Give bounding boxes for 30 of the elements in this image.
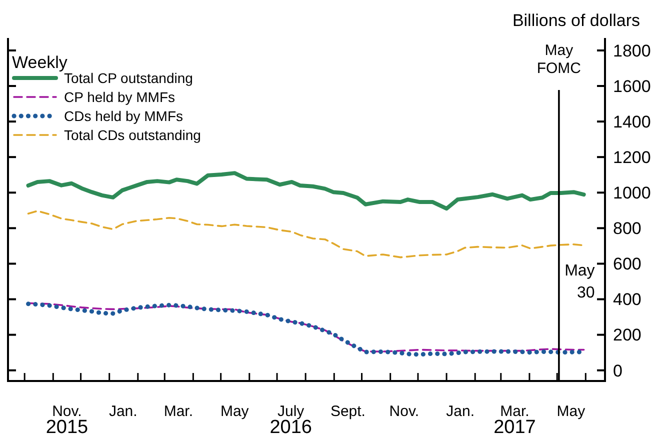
y-tick-label: 200: [613, 326, 642, 345]
x-tick-label: July 2016: [270, 403, 312, 437]
x-tick-label: Jan.: [108, 403, 138, 420]
x-tick-label: May: [556, 403, 586, 420]
y-tick-label: 1400: [613, 112, 651, 132]
legend-title: Weekly: [12, 53, 68, 72]
annotation: May 30: [564, 262, 595, 302]
y-tick-label: 0: [613, 361, 622, 380]
x-tick-label: Nov. 2015: [46, 403, 88, 437]
line-series: [26, 171, 586, 211]
x-tick-label: Nov.: [389, 403, 420, 420]
x-tick-label: Sept.: [330, 403, 366, 420]
y-tick-label: 1200: [613, 148, 651, 168]
y-tick-label: 1800: [613, 41, 651, 60]
legend-label: CP held by MMFs: [64, 88, 175, 105]
legend-label: Total CP outstanding: [64, 70, 193, 86]
y-tick-label: 800: [613, 219, 642, 238]
x-tick-label: May: [220, 403, 250, 420]
y-tick-label: 1000: [613, 184, 651, 203]
x-tick-label: Mar.: [164, 403, 194, 420]
x-tick-label: Mar. 2017: [494, 403, 536, 437]
legend-label: Total CDs outstanding: [64, 126, 201, 143]
line-series: [27, 210, 585, 258]
y-tick-label: 1600: [613, 76, 651, 96]
ref-line-label: May FOMC: [536, 42, 582, 77]
x-tick-label: Jan.: [446, 403, 475, 420]
y-axis-title: Billions of dollars: [512, 11, 640, 30]
y-tick-label: 600: [613, 254, 642, 274]
y-tick-label: 400: [613, 290, 642, 310]
legend-label: CDs held by MMFs: [64, 108, 184, 124]
